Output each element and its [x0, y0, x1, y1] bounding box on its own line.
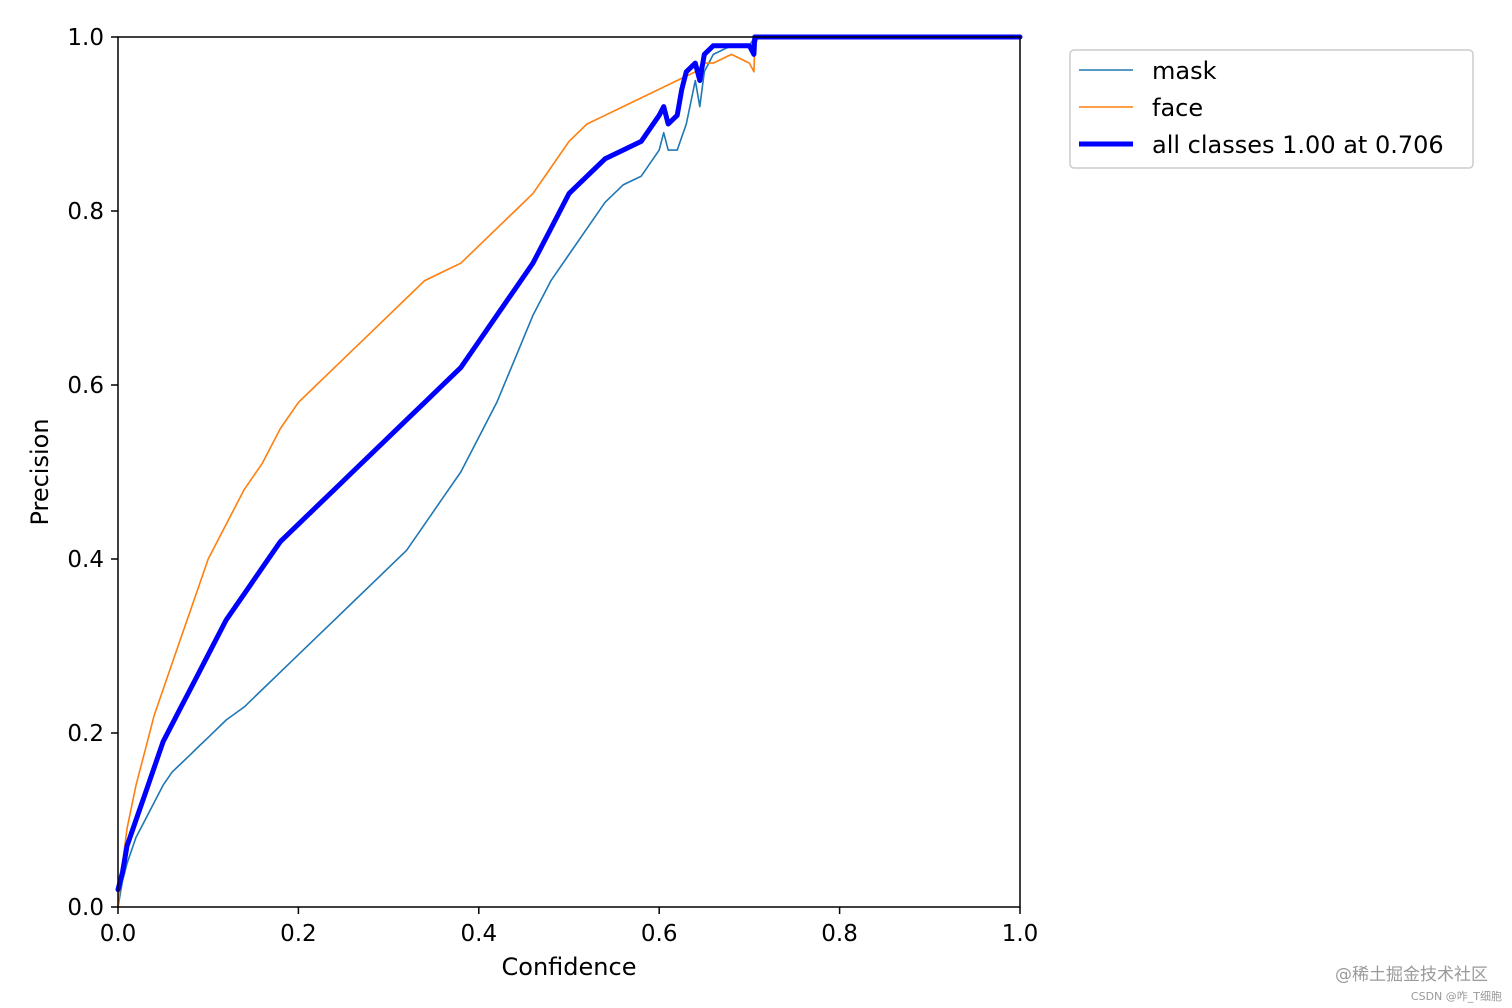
legend-label: mask	[1152, 57, 1217, 85]
y-tick-label: 0.4	[67, 547, 104, 573]
series-line-all	[115, 34, 1023, 893]
series-line-face	[117, 36, 1021, 908]
y-axis-ticks: 0.0 0.2 0.4 0.6 0.8 1.0	[67, 25, 118, 921]
series-line-mask	[117, 36, 1021, 908]
x-axis-label: Confidence	[502, 953, 637, 981]
y-axis-label: Precision	[26, 418, 54, 525]
x-tick-label: 1.0	[1002, 921, 1039, 947]
legend-label: face	[1152, 94, 1203, 122]
legend: mask face all classes 1.00 at 0.706	[1069, 49, 1474, 169]
watermark-juejin: @稀土掘金技术社区	[1335, 965, 1488, 985]
legend-items: mask face all classes 1.00 at 0.706	[1079, 57, 1444, 159]
series-layer	[115, 34, 1023, 908]
x-tick-label: 0.0	[100, 921, 137, 947]
legend-label: all classes 1.00 at 0.706	[1152, 131, 1444, 159]
x-tick-label: 0.8	[821, 921, 858, 947]
legend-frame	[1069, 49, 1474, 169]
x-tick-label: 0.6	[641, 921, 678, 947]
y-tick-label: 0.8	[67, 199, 104, 225]
y-tick-label: 0.2	[67, 721, 104, 747]
plot-area	[115, 34, 1023, 908]
x-axis-ticks: 0.0 0.2 0.4 0.6 0.8 1.0	[100, 907, 1039, 947]
watermark-csdn: CSDN @咋_T细胞	[1410, 990, 1502, 1003]
y-tick-label: 0.6	[67, 373, 104, 399]
plot-frame	[117, 36, 1021, 908]
y-tick-label: 1.0	[67, 25, 104, 51]
x-tick-label: 0.4	[461, 921, 498, 947]
x-tick-label: 0.2	[280, 921, 317, 947]
y-tick-label: 0.0	[67, 895, 104, 921]
